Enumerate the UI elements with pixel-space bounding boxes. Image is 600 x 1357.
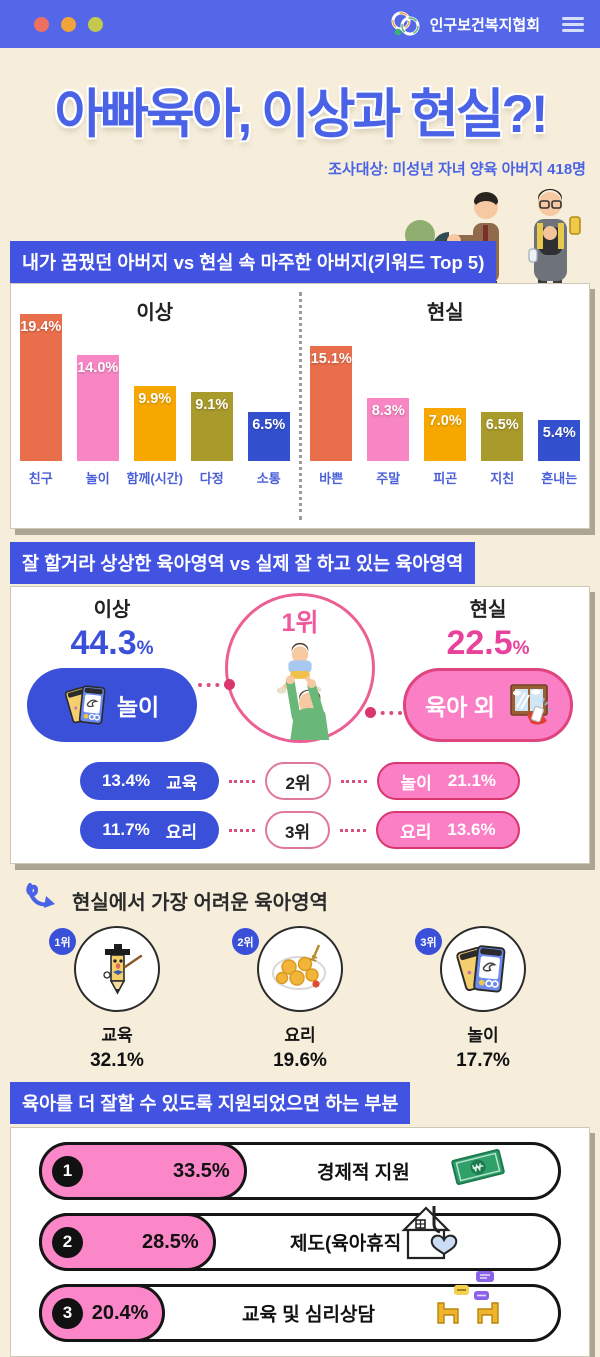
ideal-side: 이상 44.3% 놀이	[27, 593, 197, 742]
bar-honnaeneun: 5.4% 혼내는	[538, 419, 581, 487]
dotted-connector	[229, 779, 256, 783]
real-top-value: 22.5%	[446, 624, 530, 662]
rank2-real-pill: 놀이 21.1%	[376, 762, 521, 800]
rank1-compare: 이상 44.3% 놀이 1위	[11, 587, 589, 751]
house-heart-icon	[394, 1200, 464, 1271]
ideal-column-title: 이상	[136, 302, 174, 324]
ideal-top-pill: 놀이	[27, 668, 197, 742]
hardest-item-education: 1위 교육 32.1%	[37, 926, 197, 1072]
fried-food-icon	[272, 944, 326, 990]
ideal-bars: 19.4% 친구 14.0% 놀이 9.9% 함께(시간) 9.1% 다정 6.…	[11, 313, 299, 487]
dotted-connector-left	[198, 679, 235, 690]
rank3-badge: 3위	[264, 811, 331, 849]
dotted-connector	[340, 779, 367, 783]
hamburger-menu-icon[interactable]	[562, 16, 584, 32]
support-needs-card: 1 33.5% 경제적 지원 2 28.5% 제도(육아휴직 등)	[10, 1127, 590, 1357]
bar-nori: 14.0% 놀이	[76, 354, 119, 487]
real-keywords-chart: 현실 15.1% 바쁜 8.3% 주말 7.0% 피곤 6.5% 지친 5.4%…	[302, 284, 590, 528]
orange-dot-icon	[61, 16, 76, 32]
dad-lifting-child-icon	[276, 642, 330, 740]
window-cleaning-icon	[510, 684, 551, 725]
playing-cards-icon	[64, 685, 106, 725]
support-row-policy: 2 28.5% 제도(육아휴직 등)	[39, 1206, 561, 1271]
expected-vs-actual-card: 이상 44.3% 놀이 1위	[10, 586, 590, 864]
window-dots	[34, 16, 103, 32]
section1-heading: 내가 꿈꿨던 아버지 vs 현실 속 마주한 아버지(키워드 Top 5)	[10, 241, 497, 283]
real-top-pill: 육아 외	[403, 668, 573, 742]
org-brand[interactable]: 인구보건복지협회	[389, 8, 540, 40]
support-row-economic: 1 33.5% 경제적 지원	[39, 1142, 561, 1200]
page-title: 아빠육아, 이상과 현실?!	[54, 85, 548, 144]
bar-jumal: 8.3% 주말	[367, 397, 410, 487]
bar-pigon: 7.0% 피곤	[424, 407, 467, 487]
dotted-connector	[340, 828, 367, 832]
hardest-item-cooking: 2위 요리 19.6%	[220, 926, 380, 1072]
rank1-badge: 1위	[281, 609, 319, 637]
counseling-chairs-icon	[432, 1269, 506, 1338]
real-side: 현실 22.5% 육아 외	[403, 593, 573, 742]
pencil-professor-icon	[103, 944, 143, 995]
bar-sotong: 6.5% 소통	[247, 411, 290, 487]
bar-chingu: 19.4% 친구	[19, 313, 62, 487]
ideal-keywords-chart: 이상 19.4% 친구 14.0% 놀이 9.9% 함께(시간) 9.1% 다정…	[11, 284, 299, 528]
support-row-counseling: 3 20.4% 교육 및 심리상담	[39, 1271, 561, 1342]
dotted-connector	[228, 828, 255, 832]
rank3-real-pill: 요리 13.6%	[376, 811, 520, 849]
keyword-chart-card: 이상 19.4% 친구 14.0% 놀이 9.9% 함께(시간) 9.1% 다정…	[10, 283, 590, 529]
bar-dajeong: 9.1% 다정	[190, 391, 233, 487]
brand-name: 인구보건복지협회	[429, 16, 540, 34]
section3-heading: 현실에서 가장 어려운 육아영역	[72, 891, 328, 914]
hardest-areas-row: 1위 교육 32.1% 2위	[0, 926, 600, 1072]
dotted-divider	[298, 292, 302, 520]
section3-heading-row: 현실에서 가장 어려운 육아영역	[24, 882, 600, 918]
org-logo-icon	[391, 11, 420, 36]
red-dot-icon	[34, 16, 49, 32]
hardest-item-play: 3위 놀이 17.7%	[403, 926, 563, 1072]
topbar: 인구보건복지협회	[0, 0, 600, 48]
rank2-badge: 2위	[265, 762, 331, 800]
squiggle-arrow-icon	[26, 883, 55, 908]
survey-subtitle: 조사대상: 미성년 자녀 양육 아버지 418명	[328, 161, 586, 178]
rank2-row: 13.4% 교육 2위 놀이 21.1%	[11, 762, 589, 800]
dad-with-carrier-icon	[528, 189, 581, 296]
dotted-connector-right	[365, 707, 402, 718]
bar-hamkke: 9.9% 함께(시간)	[127, 385, 183, 487]
rank3-row: 11.7% 요리 3위 요리 13.6%	[11, 811, 589, 849]
ideal-top-value: 44.3%	[70, 624, 154, 662]
real-bars: 15.1% 바쁜 8.3% 주말 7.0% 피곤 6.5% 지친 5.4% 혼내…	[302, 335, 590, 487]
real-column-title: 현실	[426, 302, 464, 324]
playing-cards-icon	[456, 945, 506, 993]
bar-jichin: 6.5% 지친	[481, 411, 524, 487]
rank1-circle: 1위	[225, 593, 375, 743]
green-dot-icon	[88, 16, 103, 32]
rank3-ideal-pill: 11.7% 요리	[80, 811, 219, 849]
bar-bappeun: 15.1% 바쁜	[310, 346, 353, 487]
section2-heading: 잘 할거라 상상한 육아영역 vs 실제 잘 하고 있는 육아영역	[10, 542, 476, 584]
banknote-icon	[446, 1143, 510, 1196]
section4-heading: 육아를 더 잘할 수 있도록 지원되었으면 하는 부분	[10, 1082, 411, 1124]
rank2-ideal-pill: 13.4% 교육	[79, 762, 220, 800]
